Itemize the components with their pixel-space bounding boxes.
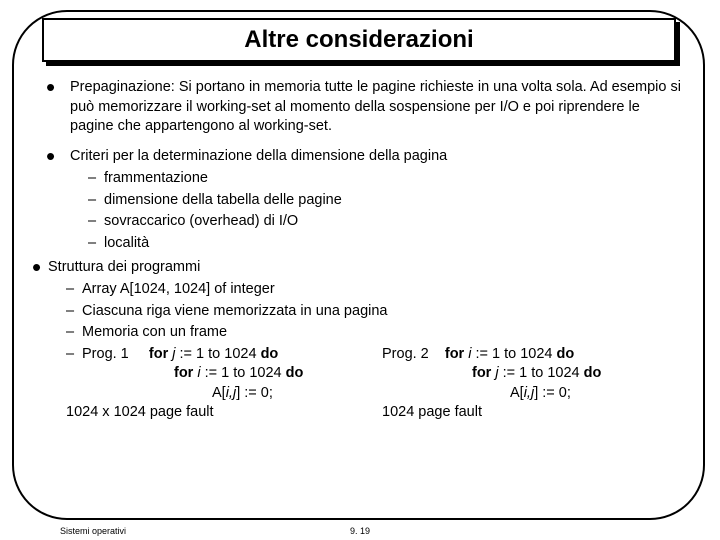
- prog1-fault: 1024 x 1024 page fault: [66, 403, 382, 423]
- bullet-icon: •: [46, 147, 60, 165]
- b2-sub4: località: [104, 234, 149, 254]
- bullet-icon: •: [32, 258, 46, 276]
- b2-sub1: frammentazione: [104, 169, 208, 189]
- content-area: • Prepaginazione: Si portano in memoria …: [38, 78, 686, 423]
- bullet-3-sublist: –Array A[1024, 1024] of integer –Ciascun…: [48, 280, 686, 423]
- bullet-2-sublist: –frammentazione –dimensione della tabell…: [70, 169, 686, 253]
- bullet-3-text: Struttura dei programmi: [48, 258, 686, 278]
- prog1-label: Prog. 1: [82, 346, 129, 362]
- prog-1-block: Prog. 1 for j := 1 to 1024 do for i := 1…: [82, 345, 382, 404]
- slide-title: Altre considerazioni: [244, 26, 473, 54]
- footer-page-number: 9. 19: [0, 526, 720, 536]
- bullet-2-text: Criteri per la determinazione della dime…: [70, 147, 686, 167]
- bullet-3: • Struttura dei programmi –Array A[1024,…: [38, 258, 686, 424]
- bullet-1: • Prepaginazione: Si portano in memoria …: [38, 78, 686, 137]
- b2-sub3: sovraccarico (overhead) di I/O: [104, 212, 298, 232]
- b3-sub1: Array A[1024, 1024] of integer: [82, 280, 275, 300]
- b2-sub2: dimensione della tabella delle pagine: [104, 191, 342, 211]
- b3-sub3: Memoria con un frame: [82, 323, 227, 343]
- prog-2-block: Prog. 2 for i := 1 to 1024 do for j := 1…: [382, 345, 686, 404]
- bullet-1-text: Prepaginazione: Si portano in memoria tu…: [70, 78, 686, 137]
- b3-sub2: Ciascuna riga viene memorizzata in una p…: [82, 302, 387, 322]
- title-box: Altre considerazioni: [42, 18, 676, 62]
- bullet-icon: •: [46, 78, 60, 96]
- bullet-2: • Criteri per la determinazione della di…: [38, 147, 686, 256]
- prog2-label: Prog. 2: [382, 346, 429, 362]
- prog2-fault: 1024 page fault: [382, 403, 482, 423]
